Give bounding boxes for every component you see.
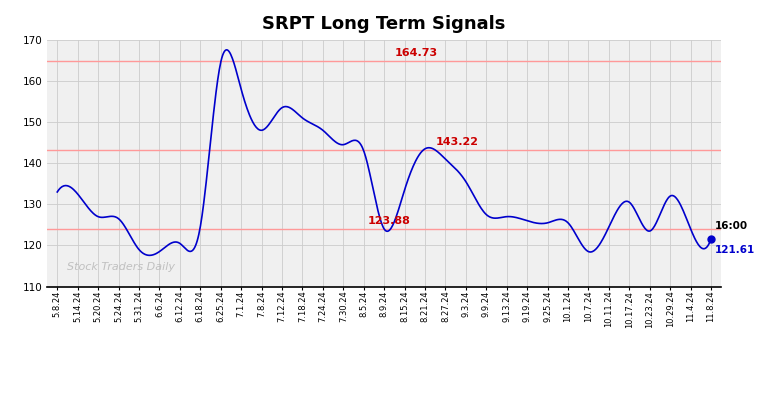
Text: 164.73: 164.73 bbox=[394, 48, 437, 58]
Text: Stock Traders Daily: Stock Traders Daily bbox=[67, 262, 176, 272]
Text: 16:00: 16:00 bbox=[715, 220, 748, 230]
Text: 143.22: 143.22 bbox=[435, 137, 478, 146]
Text: 123.88: 123.88 bbox=[368, 216, 411, 226]
Text: 121.61: 121.61 bbox=[715, 245, 756, 255]
Title: SRPT Long Term Signals: SRPT Long Term Signals bbox=[263, 15, 506, 33]
